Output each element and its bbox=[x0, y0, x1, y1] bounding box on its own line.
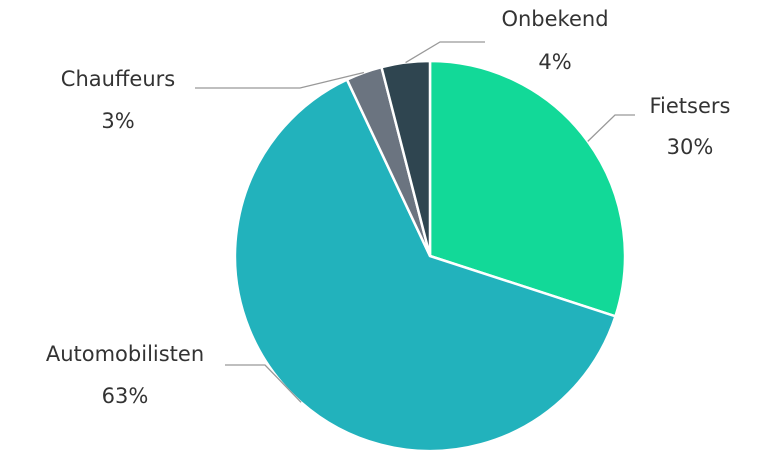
slice-label: Automobilisten bbox=[46, 342, 204, 366]
slice-label: Chauffeurs bbox=[61, 67, 175, 91]
leader-line bbox=[195, 71, 365, 89]
pie-slice bbox=[428, 59, 627, 318]
slice-value-label: 30% bbox=[667, 135, 714, 159]
slice-label: Fietsers bbox=[650, 94, 731, 118]
slice-value-label: 3% bbox=[101, 109, 134, 133]
slice-value-label: 63% bbox=[102, 384, 149, 408]
leader-line bbox=[587, 114, 635, 142]
leader-line bbox=[405, 41, 485, 64]
slice-value-label: 4% bbox=[538, 50, 571, 74]
leader-line bbox=[225, 364, 302, 403]
pie-slice bbox=[379, 59, 432, 257]
slice-label: Onbekend bbox=[501, 7, 608, 31]
